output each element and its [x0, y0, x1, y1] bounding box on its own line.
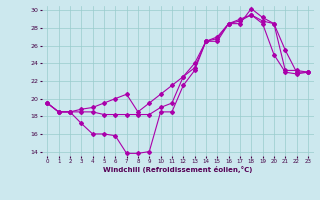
X-axis label: Windchill (Refroidissement éolien,°C): Windchill (Refroidissement éolien,°C)	[103, 166, 252, 173]
